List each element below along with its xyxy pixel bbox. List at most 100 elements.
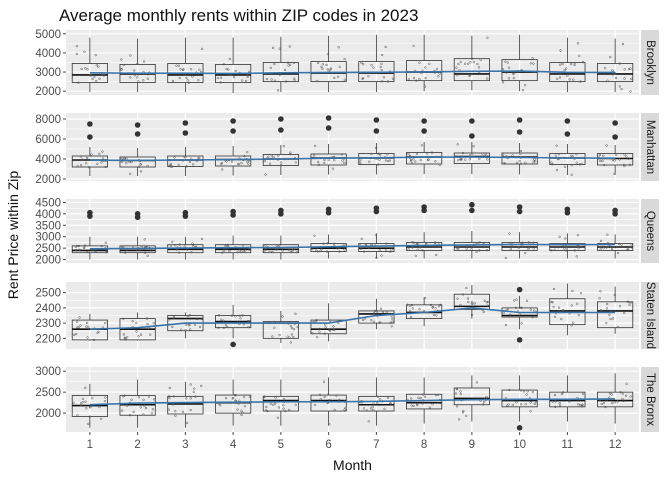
jitter-point <box>151 408 155 411</box>
jitter-point <box>518 160 521 163</box>
jitter-point <box>240 413 243 417</box>
jitter-point <box>197 79 200 82</box>
jitter-point <box>629 90 632 93</box>
jitter-point <box>139 333 143 336</box>
jitter-point <box>150 249 153 252</box>
jitter-point <box>311 247 314 251</box>
jitter-point <box>576 234 580 237</box>
jitter-point <box>271 250 274 254</box>
jitter-point <box>171 325 174 329</box>
jitter-point <box>81 158 84 161</box>
jitter-point <box>563 247 566 250</box>
jitter-point <box>75 44 78 48</box>
panel-background <box>66 113 639 181</box>
jitter-point <box>379 65 382 69</box>
jitter-point <box>502 311 505 314</box>
y-tick-label: 2000 <box>35 255 61 267</box>
jitter-point <box>185 165 188 168</box>
jitter-point <box>368 160 371 163</box>
jitter-point <box>194 395 197 398</box>
trend-line <box>89 156 616 162</box>
trend-line <box>89 70 616 75</box>
jitter-point <box>146 164 149 168</box>
jitter-point <box>578 163 581 166</box>
outlier-point <box>87 209 93 216</box>
jitter-point <box>242 249 245 253</box>
jitter-point <box>519 403 523 406</box>
jitter-point <box>248 320 251 323</box>
jitter-point <box>85 407 88 410</box>
jitter-point <box>472 145 475 148</box>
jitter-point <box>77 81 80 84</box>
jitter-point <box>419 396 422 400</box>
jitter-point <box>602 154 605 157</box>
jitter-point <box>219 404 222 407</box>
jitter-point <box>222 63 226 66</box>
outlier-point <box>612 120 618 126</box>
jitter-point <box>486 158 489 161</box>
jitter-point <box>185 397 188 400</box>
outlier-point <box>612 207 618 214</box>
jitter-point <box>120 409 124 412</box>
jitter-point <box>579 403 582 407</box>
jitter-point <box>128 414 132 417</box>
jitter-point <box>281 249 284 252</box>
jitter-point <box>135 249 139 252</box>
jitter-point <box>602 246 605 250</box>
jitter-point <box>284 410 287 413</box>
jitter-point <box>327 393 330 396</box>
jitter-point <box>565 249 568 252</box>
jitter-point <box>189 397 192 400</box>
jitter-point <box>389 321 392 324</box>
jitter-point <box>198 325 202 329</box>
jitter-point <box>408 309 412 312</box>
jitter-point <box>278 73 282 77</box>
jitter-point <box>83 244 87 247</box>
jitter-point <box>367 420 370 423</box>
jitter-point <box>375 256 378 259</box>
jitter-point <box>577 403 580 406</box>
jitter-point <box>461 293 465 296</box>
jitter-point <box>605 307 608 310</box>
jitter-point <box>439 401 442 405</box>
jitter-point <box>619 391 622 394</box>
jitter-point <box>380 254 383 257</box>
jitter-point <box>570 304 573 307</box>
jitter-point <box>625 382 628 385</box>
box-body <box>501 389 538 408</box>
jitter-point <box>169 244 173 247</box>
jitter-point <box>320 65 323 69</box>
jitter-point <box>170 165 174 168</box>
jitter-point <box>129 76 132 79</box>
jitter-point <box>379 307 383 310</box>
jitter-point <box>139 406 142 409</box>
jitter-point <box>478 157 481 161</box>
jitter-point <box>468 73 472 77</box>
jitter-point <box>174 410 177 413</box>
jitter-point <box>606 233 609 236</box>
jitter-point <box>418 246 422 249</box>
jitter-point <box>185 76 188 80</box>
jitter-point <box>423 395 427 398</box>
jitter-point <box>457 158 460 162</box>
jitter-point <box>611 317 615 320</box>
jitter-point <box>486 304 489 307</box>
jitter-point <box>550 161 553 164</box>
jitter-point <box>373 309 377 313</box>
jitter-point <box>281 315 284 318</box>
jitter-point <box>454 392 458 395</box>
jitter-point <box>168 386 171 390</box>
jitter-point <box>456 297 459 300</box>
jitter-point <box>240 409 243 412</box>
jitter-point <box>412 158 415 161</box>
box-body <box>453 58 490 82</box>
jitter-point <box>359 162 362 166</box>
jitter-point <box>94 250 97 253</box>
jitter-point <box>89 74 93 77</box>
jitter-point <box>337 46 340 49</box>
box-body <box>262 395 299 412</box>
jitter-point <box>131 320 134 323</box>
facet-strip-label: Staten Island <box>644 282 656 349</box>
jitter-point <box>624 394 628 397</box>
